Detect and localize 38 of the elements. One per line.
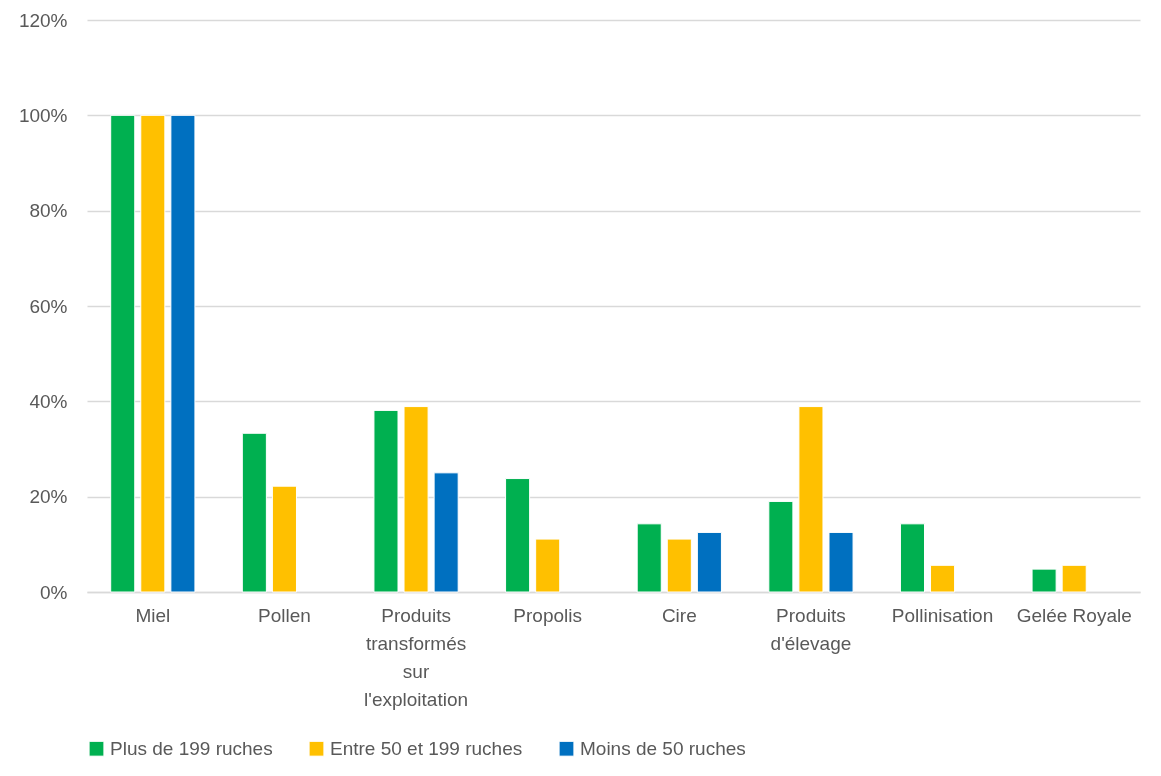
bar [110, 114, 136, 593]
x-tick-label: Propolis [513, 604, 583, 626]
x-tick-label: Pollinisation [891, 604, 994, 626]
bar [373, 409, 399, 593]
x-tick-label: Produits d'élevage [770, 604, 852, 654]
bar [140, 114, 166, 593]
bar [636, 523, 662, 593]
bar [899, 523, 926, 593]
x-tick-label: Produits transformés sur l'exploitation [364, 604, 469, 710]
bar [1061, 564, 1087, 593]
y-tick-label: 80% [29, 200, 68, 222]
x-tick-label: Miel [135, 604, 171, 626]
legend-label: Entre 50 et 199 ruches [330, 737, 523, 759]
bar [271, 485, 297, 593]
bar [170, 114, 196, 593]
y-tick-label: 40% [29, 390, 68, 412]
y-tick-label: 60% [29, 295, 68, 317]
y-tick-label: 120% [18, 9, 68, 31]
x-tick-label: Cire [661, 604, 697, 626]
bar [828, 531, 854, 593]
bar [768, 500, 794, 593]
x-tick-label: Gelée Royale [1016, 604, 1132, 626]
bar [1031, 568, 1057, 593]
y-tick-label: 20% [29, 486, 68, 508]
bar [930, 564, 956, 593]
bar [798, 406, 824, 593]
bar [433, 472, 459, 593]
bar [241, 432, 267, 593]
y-tick-label: 100% [18, 104, 68, 126]
y-tick-label: 0% [40, 581, 68, 603]
bar [666, 538, 692, 593]
legend-label: Moins de 50 ruches [580, 737, 746, 759]
legend-label: Plus de 199 ruches [110, 737, 273, 759]
bar [535, 538, 561, 593]
bar [696, 531, 722, 593]
x-tick-label: Pollen [258, 604, 311, 626]
bar [403, 406, 429, 593]
bar [505, 478, 531, 593]
